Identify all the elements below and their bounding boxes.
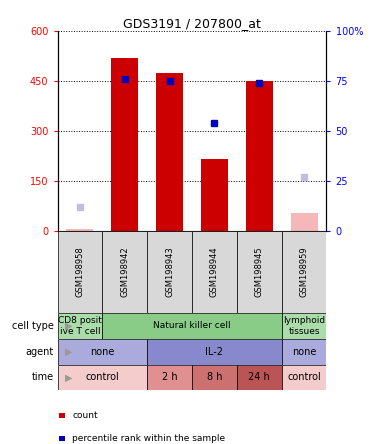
Text: 24 h: 24 h — [248, 373, 270, 382]
Bar — [290, 213, 318, 231]
Text: agent: agent — [26, 347, 54, 357]
Bar — [102, 313, 282, 339]
Text: Natural killer cell: Natural killer cell — [153, 321, 231, 330]
Bar — [192, 231, 237, 313]
Bar — [66, 229, 93, 231]
Text: ▶: ▶ — [65, 347, 72, 357]
Text: GSM198958: GSM198958 — [75, 246, 85, 297]
Text: lymphoid
tissues: lymphoid tissues — [283, 316, 325, 336]
Bar — [246, 81, 273, 231]
Bar — [282, 313, 326, 339]
Text: 8 h: 8 h — [207, 373, 222, 382]
Bar — [201, 159, 228, 231]
Bar — [237, 231, 282, 313]
Bar — [58, 231, 102, 313]
Title: GDS3191 / 207800_at: GDS3191 / 207800_at — [123, 17, 261, 30]
Bar — [192, 365, 237, 390]
Text: GSM198944: GSM198944 — [210, 246, 219, 297]
Bar — [147, 365, 192, 390]
Text: percentile rank within the sample: percentile rank within the sample — [72, 434, 226, 443]
Bar — [58, 313, 102, 339]
Text: GSM198943: GSM198943 — [165, 246, 174, 297]
Text: control: control — [85, 373, 119, 382]
Text: GSM198945: GSM198945 — [255, 246, 264, 297]
Bar — [282, 365, 326, 390]
Text: IL-2: IL-2 — [206, 347, 223, 357]
Text: 2 h: 2 h — [162, 373, 177, 382]
Text: count: count — [72, 411, 98, 420]
Bar — [111, 58, 138, 231]
Text: none: none — [292, 347, 316, 357]
Text: CD8 posit
ive T cell: CD8 posit ive T cell — [58, 316, 102, 336]
Text: ▶: ▶ — [65, 373, 72, 382]
Bar — [282, 339, 326, 365]
Bar — [147, 231, 192, 313]
Bar — [58, 365, 147, 390]
Bar — [282, 231, 326, 313]
Text: time: time — [32, 373, 54, 382]
Bar — [58, 339, 147, 365]
Text: GSM198959: GSM198959 — [299, 246, 309, 297]
Bar — [102, 231, 147, 313]
Text: ▶: ▶ — [65, 321, 72, 331]
Bar — [237, 365, 282, 390]
Text: GSM198942: GSM198942 — [120, 246, 129, 297]
Text: control: control — [287, 373, 321, 382]
Text: none: none — [90, 347, 115, 357]
Text: cell type: cell type — [12, 321, 54, 331]
Bar — [156, 73, 183, 231]
Bar — [147, 339, 282, 365]
